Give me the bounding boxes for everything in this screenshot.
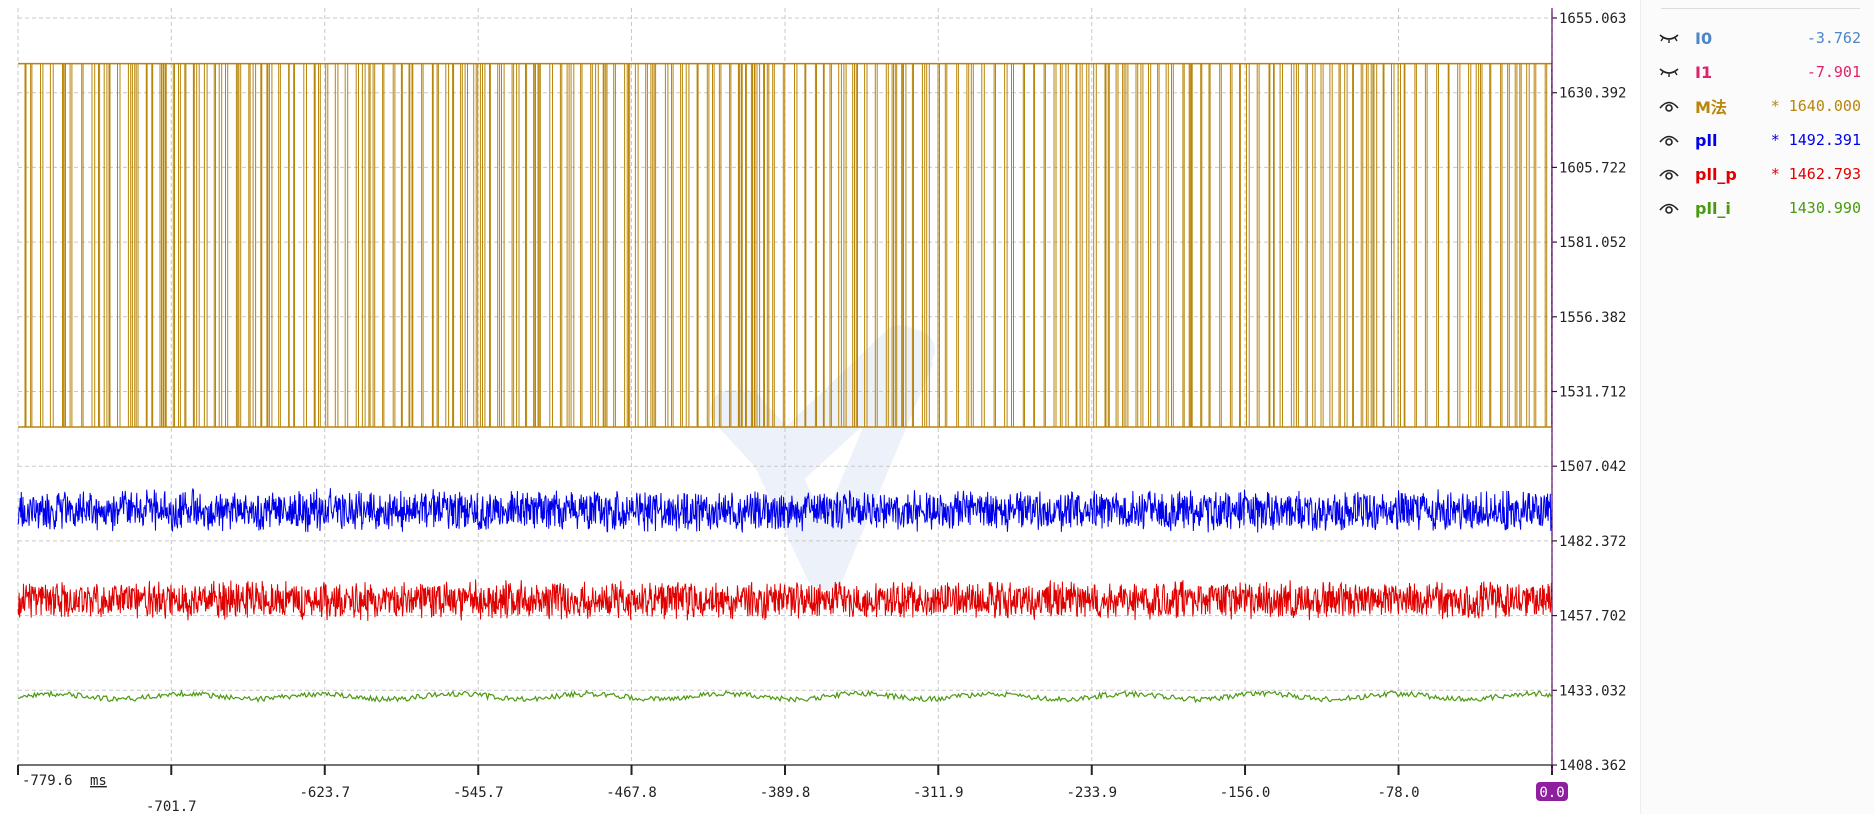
y-tick-label: 1507.042 [1559,459,1626,475]
plot-canvas[interactable]: 1655.063 1630.392 1605.722 1581.052 1556.382… [0,0,1640,814]
eye-open-icon[interactable] [1657,162,1681,186]
x-unit-label: ms [90,773,107,789]
legend-name: M法 [1695,98,1727,117]
y-tick-label: 1605.722 [1559,160,1626,176]
legend-item-pll[interactable]: pll * 1492.391 [1657,124,1861,156]
watermark-shape [710,325,935,590]
y-tick-label: 1482.372 [1559,534,1626,550]
legend-name: I0 [1695,28,1713,48]
channel-legend-panel: I0 -3.762 I1 -7.901 M法 * 1640.000 pll * … [1640,0,1874,814]
y-tick-label: 1433.032 [1559,683,1626,699]
y-tick-label: 1556.382 [1559,310,1626,326]
legend-divider [1661,8,1860,9]
x-tick-label: -545.7 [453,785,504,801]
cursor-badge [1536,782,1568,801]
oscilloscope-plot[interactable]: 1655.063 1630.392 1605.722 1581.052 1556.382… [0,0,1640,814]
x-tick-label: -311.9 [913,785,964,801]
series-line-pll_i [17,689,1552,704]
legend-value: * 1640.000 [1770,97,1861,115]
time-cursor[interactable]: 0.0 [1536,8,1568,801]
eye-open-icon[interactable] [1657,94,1681,118]
cursor-value-label: 0.0 [1539,785,1564,801]
legend-name: pll_p [1695,164,1737,184]
legend-name: I1 [1695,62,1713,82]
legend-name: pll [1695,130,1718,150]
eye-closed-icon[interactable] [1657,60,1681,84]
legend-value: -7.901 [1806,63,1861,81]
x-tick-labels: -779.6 -701.7 -623.7 -545.7 -467.8 -389.8 -311… [22,773,1420,814]
legend-item-I1[interactable]: I1 -7.901 [1657,56,1861,88]
x-tick-label: -78.0 [1377,785,1419,801]
y-tick-labels: 1655.063 1630.392 1605.722 1581.052 1556.382… [1559,11,1626,774]
x-tick-label: -156.0 [1220,785,1271,801]
x-tick-label: -701.7 [146,799,197,814]
eye-open-icon[interactable] [1657,196,1681,220]
series-line-pll_p [17,579,1553,621]
legend-item-pll_i[interactable]: pll_i 1430.990 [1657,192,1861,224]
y-tick-label: 1630.392 [1559,86,1626,102]
y-tick-label: 1655.063 [1559,11,1626,27]
x-tick-label: -467.8 [606,785,657,801]
legend-value: -3.762 [1806,29,1861,47]
y-tick-label: 1581.052 [1559,235,1626,251]
eye-closed-icon[interactable] [1657,26,1681,50]
legend-item-pll_p[interactable]: pll_p * 1462.793 [1657,158,1861,190]
y-tick-label: 1408.362 [1559,758,1626,774]
series-line-M法 [17,63,1553,428]
x-tick-label: -779.6 [22,773,73,789]
x-tick-label: -389.8 [760,785,811,801]
legend-value: 1430.990 [1788,199,1861,217]
eye-open-icon[interactable] [1657,128,1681,152]
legend-value: * 1492.391 [1770,131,1861,149]
y-tick-label: 1531.712 [1559,385,1626,401]
y-tick-label: 1457.702 [1559,609,1626,625]
x-tick-label: -623.7 [299,785,350,801]
watermark-logo [710,325,935,590]
legend-item-I0[interactable]: I0 -3.762 [1657,22,1861,54]
legend-value: * 1462.793 [1770,165,1861,183]
legend-name: pll_i [1695,198,1731,218]
x-tick-label: -233.9 [1066,785,1117,801]
series-layer [17,62,1553,704]
series-line-pll [17,487,1553,533]
legend-item-M[interactable]: M法 * 1640.000 [1657,90,1861,122]
